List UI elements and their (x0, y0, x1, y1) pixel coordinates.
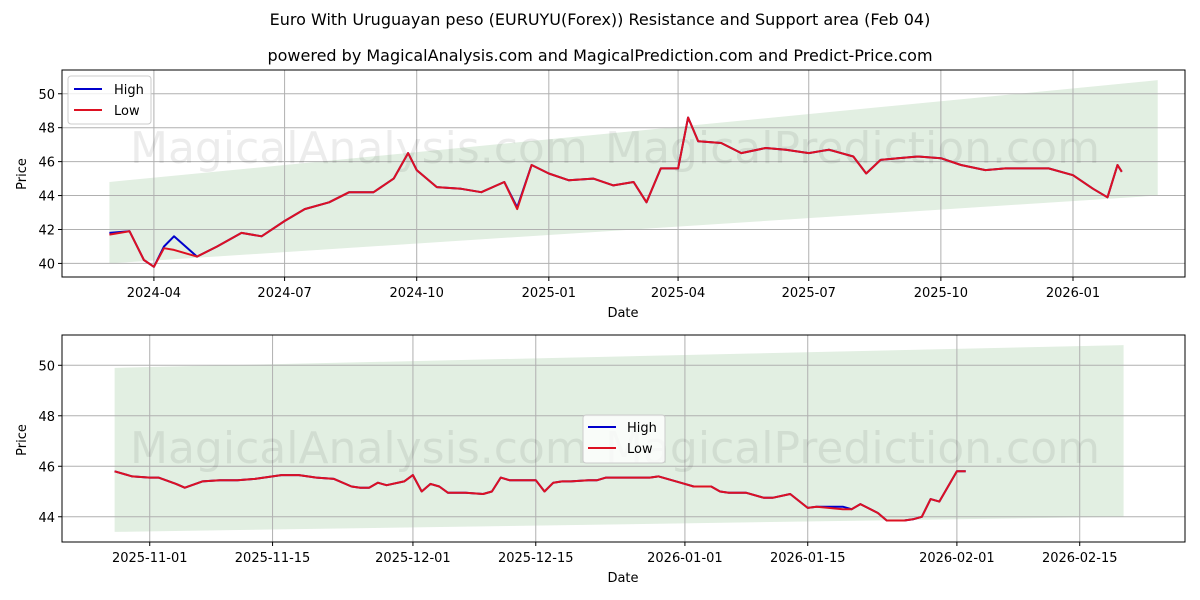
x-tick-label: 2025-11-01 (112, 551, 188, 566)
y-tick-label: 48 (38, 410, 55, 425)
watermark-analysis: MagicalAnalysis.com (130, 123, 588, 174)
legend-low-label: Low (627, 442, 653, 457)
x-axis-ticks: 2025-11-01 2025-11-15 2025-12-01 2025-12-15… (112, 542, 1118, 566)
y-tick-label: 50 (38, 88, 55, 103)
legend-low-label: Low (114, 104, 140, 119)
x-tick-label: 2026-02-01 (919, 551, 995, 566)
x-tick-label: 2025-12-15 (498, 551, 574, 566)
y-tick-label: 40 (38, 257, 55, 272)
top-chart: MagicalAnalysis.com MagicalPrediction.co… (15, 69, 1186, 321)
x-tick-label: 2025-01 (522, 286, 576, 301)
bottom-chart: MagicalAnalysis.com MagicalPrediction.co… (15, 334, 1186, 586)
x-tick-label: 2026-01-01 (647, 551, 723, 566)
x-tick-label: 2025-04 (651, 286, 705, 301)
y-tick-label: 46 (38, 156, 55, 171)
y-axis-ticks: 40 42 44 46 48 50 (38, 88, 62, 272)
x-tick-label: 2025-12-01 (375, 551, 451, 566)
watermark-analysis: MagicalAnalysis.com (130, 423, 588, 474)
x-tick-label: 2025-10 (914, 286, 968, 301)
x-tick-label: 2026-01-15 (770, 551, 846, 566)
y-tick-label: 48 (38, 122, 55, 137)
x-axis-label: Date (607, 571, 638, 586)
legend: High Low (582, 414, 666, 464)
y-tick-label: 42 (38, 223, 55, 238)
y-axis-label: Price (15, 424, 30, 456)
legend: High Low (67, 75, 152, 125)
y-tick-label: 46 (38, 460, 55, 475)
price-lines (109, 116, 1123, 268)
band-area (109, 80, 1158, 264)
legend-high-label: High (627, 421, 657, 436)
x-tick-label: 2026-02-15 (1042, 551, 1118, 566)
support-resistance-band (109, 80, 1158, 264)
y-tick-label: 50 (38, 359, 55, 374)
chart-subtitle: powered by MagicalAnalysis.com and Magic… (267, 46, 933, 65)
y-axis-label: Price (15, 158, 30, 190)
legend-high-label: High (114, 83, 144, 98)
x-tick-label: 2024-04 (127, 286, 181, 301)
y-tick-label: 44 (38, 511, 55, 526)
x-tick-label: 2025-11-15 (235, 551, 311, 566)
y-axis-ticks: 44 46 48 50 (38, 359, 62, 526)
watermark-prediction: MagicalPrediction.com (605, 123, 1100, 174)
x-axis-ticks: 2024-04 2024-07 2024-10 2025-01 2025-04 2025-… (127, 277, 1100, 301)
y-tick-label: 44 (38, 190, 55, 205)
plot-frame (61, 69, 1186, 278)
series-low (109, 116, 1123, 268)
price-lines (114, 470, 966, 522)
x-axis-label: Date (607, 306, 638, 321)
watermark-prediction: MagicalPrediction.com (605, 423, 1100, 474)
x-tick-label: 2024-07 (257, 286, 311, 301)
x-tick-label: 2026-01 (1046, 286, 1100, 301)
series-low (114, 470, 966, 522)
plot-frame (61, 334, 1186, 543)
x-tick-label: 2025-07 (782, 286, 836, 301)
chart-title: Euro With Uruguayan peso (EURUYU(Forex))… (269, 10, 931, 29)
x-tick-label: 2024-10 (390, 286, 444, 301)
